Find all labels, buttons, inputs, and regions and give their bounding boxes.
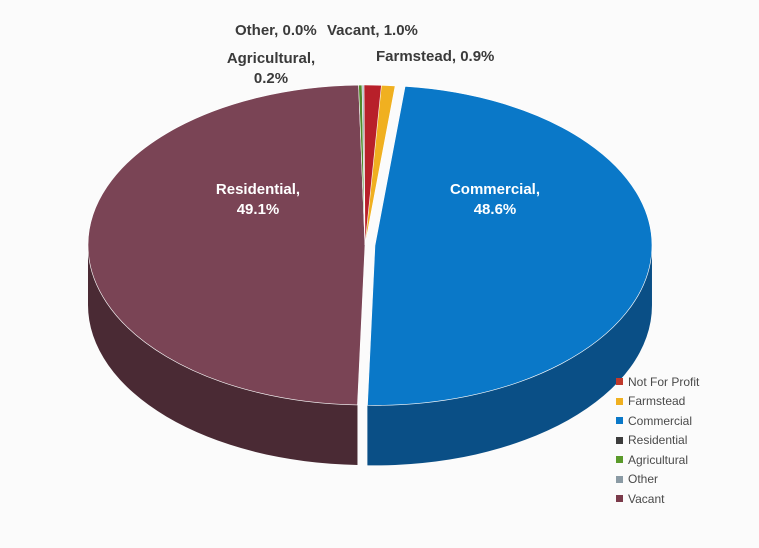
data-label-residential: Residential, 49.1% [216, 181, 300, 218]
legend-swatch [616, 475, 623, 483]
legend-label: Other [628, 472, 659, 487]
legend-item-not-for-profit: Not For Profit [616, 372, 699, 392]
legend-label: Not For Profit [628, 374, 700, 389]
data-label-other: Other, 0.0% [235, 22, 317, 39]
legend-label: Residential [628, 433, 688, 448]
pie-side-residential [88, 245, 358, 465]
pie-slice-vacant [363, 84, 382, 246]
pie-slice-commercial [367, 86, 653, 406]
legend-swatch [616, 397, 623, 405]
legend-swatch [616, 495, 623, 503]
pie-slice-residential [87, 84, 366, 406]
legend-label: Farmstead [628, 394, 686, 409]
pie-side-commercial [367, 245, 652, 466]
legend-item-commercial: Commercial [616, 411, 699, 431]
legend-swatch [616, 378, 623, 386]
data-label-farmstead: Farmstead, 0.9% [376, 48, 494, 65]
legend-label: Agricultural [628, 452, 689, 467]
data-label-agricultural: Agricultural, 0.2% [227, 50, 315, 87]
legend-swatch [616, 417, 623, 425]
legend-item-other: Other [616, 470, 699, 490]
legend-label: Vacant [628, 491, 665, 506]
legend-swatch [616, 456, 623, 464]
legend-label: Commercial [628, 413, 693, 428]
legend-item-vacant: Vacant [616, 489, 699, 509]
legend-item-farmstead: Farmstead [616, 392, 699, 412]
data-label-commercial: Commercial, 48.6% [450, 181, 540, 218]
data-label-vacant: Vacant, 1.0% [327, 22, 418, 39]
chart-legend: Not For Profit Farmstead Commercial Residen… [616, 372, 699, 509]
legend-swatch [616, 436, 623, 444]
legend-item-agricultural: Agricultural [616, 450, 699, 470]
legend-item-residential: Residential [616, 431, 699, 451]
